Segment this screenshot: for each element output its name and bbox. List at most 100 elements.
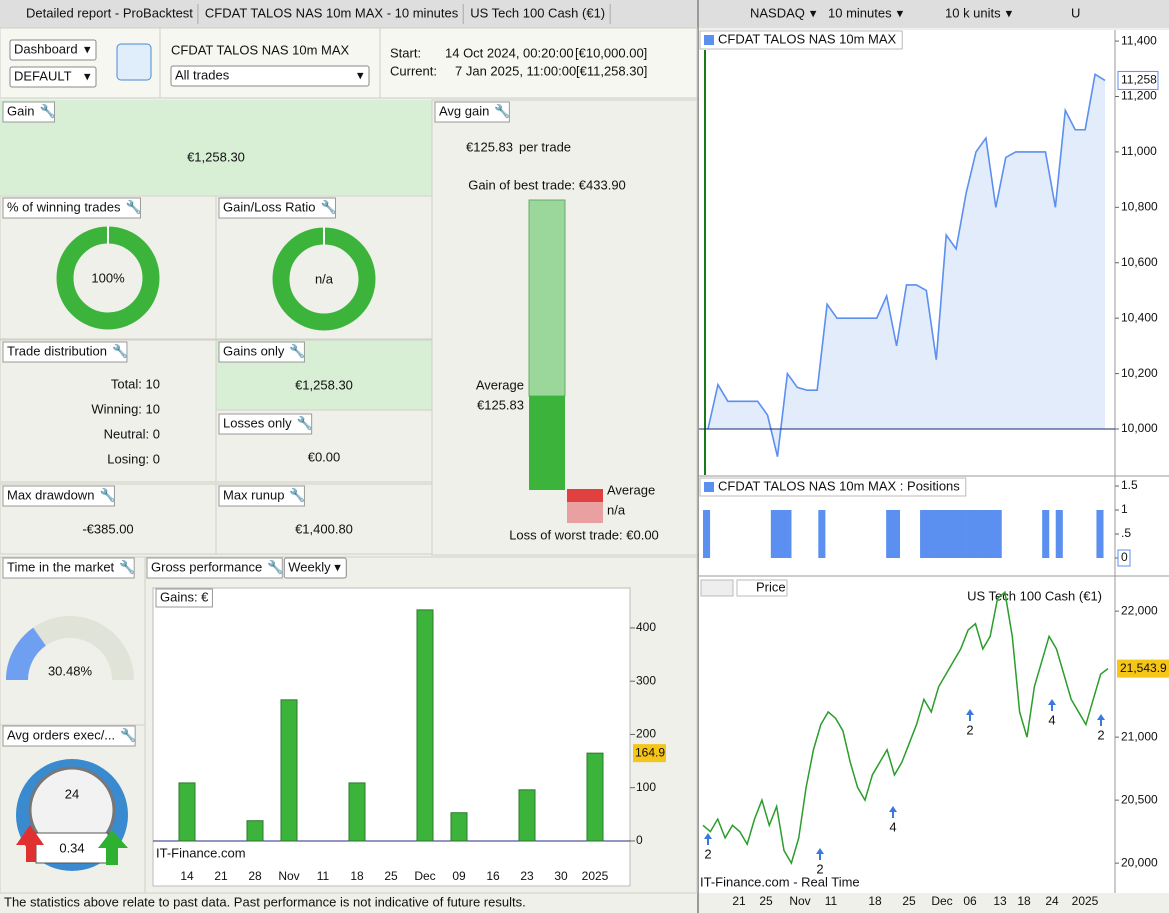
last-value-box	[1117, 549, 1131, 567]
chart-icon	[704, 35, 714, 45]
position-bar	[770, 510, 778, 559]
price-button[interactable]	[736, 579, 788, 597]
order-arrow	[816, 848, 824, 860]
dashboard-select[interactable]	[9, 39, 97, 61]
settings-icon[interactable]: 🔧	[112, 342, 128, 358]
value-highlight	[633, 744, 666, 763]
position-bar	[987, 510, 995, 559]
current-date: 7 Jan 2025, 11:00:00	[455, 63, 576, 78]
price-toolbar[interactable]: Price	[756, 579, 786, 594]
price-line	[702, 590, 1109, 866]
x-tick-label: Nov	[278, 869, 299, 883]
settings-icon[interactable]: 🔧	[321, 198, 337, 214]
order-label: 2	[816, 861, 823, 876]
loss-average-value: n/a	[607, 502, 626, 517]
settings-icon[interactable]: 🔧	[297, 414, 313, 430]
tab[interactable]: Detailed report - ProBacktest	[26, 5, 193, 20]
tab[interactable]: US Tech 100 Cash (€1)	[470, 5, 605, 20]
filter-select[interactable]	[170, 65, 370, 87]
loss-bar-light	[567, 502, 603, 523]
position-bar	[777, 510, 785, 559]
preset-select-text[interactable]: DEFAULT	[14, 68, 72, 83]
panel-title-box	[2, 725, 136, 747]
last-value-label: 0	[1121, 550, 1128, 564]
dropdown-arrow: ▾	[897, 5, 904, 20]
toolbar-dropdown[interactable]: U	[1071, 5, 1080, 20]
best-bar	[528, 199, 566, 397]
panel-title-box	[2, 101, 55, 123]
position-bar	[920, 510, 928, 559]
settings-icon[interactable]: 🔧	[120, 726, 136, 742]
y-tick-label: 1	[1121, 502, 1128, 516]
chart-title: CFDAT TALOS NAS 10m MAX	[718, 31, 897, 46]
x-tick-label: 2025	[1072, 894, 1099, 908]
report-icon	[116, 43, 152, 81]
system-name: CFDAT TALOS NAS 10m MAX	[171, 42, 350, 57]
y-tick-label: 1.5	[1121, 478, 1138, 492]
source-label: IT-Finance.com - Real Time	[700, 874, 860, 889]
settings-icon[interactable]: 🔧	[39, 102, 55, 118]
position-bar	[892, 510, 901, 559]
dropdown-arrow: ▾	[810, 5, 817, 20]
x-tick-label: 16	[486, 869, 500, 883]
period-select[interactable]	[283, 557, 347, 579]
panel-title: Max runup	[223, 487, 284, 502]
position-bar	[953, 510, 962, 559]
source-label: IT-Finance.com	[156, 845, 246, 860]
filter-select-text[interactable]: All trades	[175, 67, 230, 82]
x-tick-label: 21	[214, 869, 228, 883]
arrow-red	[16, 825, 44, 862]
y-tick-label: 10,000	[1121, 421, 1158, 435]
panel-title-box	[2, 485, 115, 507]
distribution-total: Total: 10	[111, 376, 160, 391]
settings-icon[interactable]: 🔧	[494, 102, 510, 118]
x-tick-label: 11	[317, 869, 330, 883]
order-arrow	[966, 709, 974, 721]
time-market-value: 30.48%	[48, 663, 93, 678]
toolbar-dropdown[interactable]: NASDAQ	[750, 5, 805, 20]
avg-gain-value: €125.83	[466, 139, 513, 154]
distribution-losing: Losing: 0	[107, 451, 160, 466]
period-select-text[interactable]: Weekly	[288, 559, 331, 574]
toolbar-dropdown[interactable]: 10 k units	[945, 5, 1001, 20]
settings-icon[interactable]: 🔧	[267, 558, 283, 574]
dashboard-select-text[interactable]: Dashboard	[14, 41, 78, 56]
y-tick-label: 11,000	[1121, 144, 1157, 158]
chart-title-box	[699, 477, 967, 497]
last-value-label: 164.9	[635, 745, 665, 759]
settings-icon[interactable]: 🔧	[99, 486, 115, 502]
settings-icon[interactable]: 🔧	[289, 342, 305, 358]
settings-icon[interactable]: 🔧	[119, 558, 135, 574]
y-tick-label: 200	[636, 727, 656, 741]
toolbar-dropdown[interactable]: 10 minutes	[828, 5, 892, 20]
tab[interactable]: CFDAT TALOS NAS 10m MAX - 10 minutes	[205, 5, 459, 20]
panel-title-box	[218, 197, 336, 219]
loss-bar	[567, 489, 603, 502]
preset-select[interactable]	[9, 66, 97, 88]
position-bar	[974, 510, 982, 559]
settings-icon[interactable]: 🔧	[125, 198, 141, 214]
loss-average-label: Average	[607, 482, 655, 497]
x-tick-label: 18	[1017, 894, 1031, 908]
order-label: 4	[889, 819, 896, 834]
x-tick-label: Dec	[931, 894, 952, 908]
last-value-box	[1117, 659, 1169, 678]
x-tick-label: 24	[1045, 894, 1059, 908]
x-tick-label: 25	[384, 869, 398, 883]
panel-title-box	[2, 341, 128, 363]
y-tick-label: 22,000	[1121, 603, 1158, 617]
panel-title: Max drawdown	[7, 487, 94, 502]
equity-area	[708, 74, 1105, 457]
toolbar-button[interactable]	[700, 579, 734, 597]
panel-title: Gains only	[223, 343, 285, 358]
clock-number: 24	[65, 786, 79, 801]
panel-title-box	[146, 557, 283, 579]
bar	[450, 812, 468, 842]
position-bar	[886, 510, 894, 559]
x-tick-label: 09	[452, 869, 466, 883]
y-tick-label: 20,500	[1121, 792, 1158, 806]
dropdown-arrow: ▾	[357, 67, 364, 82]
y-tick-label: 400	[636, 620, 656, 634]
settings-icon[interactable]: 🔧	[289, 486, 305, 502]
y-tick-label: 300	[636, 673, 656, 687]
